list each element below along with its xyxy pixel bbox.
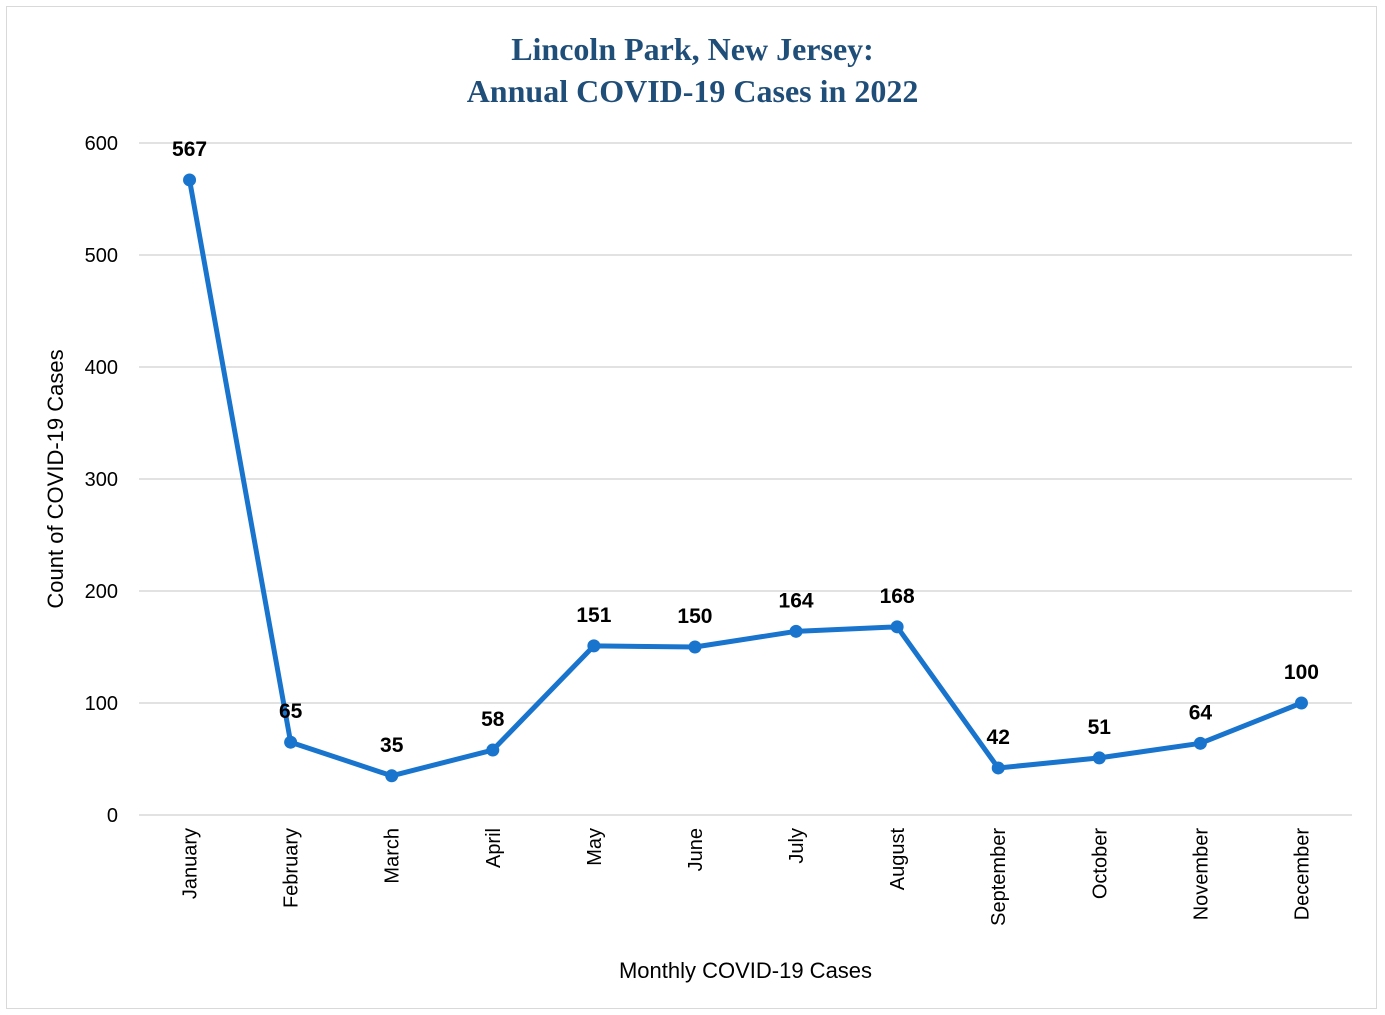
data-point [284,735,298,749]
x-tick-label: August [887,828,909,891]
x-tick-label: December [1291,828,1313,921]
series-line [187,179,1303,779]
x-tick-labels: January February March April May June July Augu… [180,828,1314,926]
data-point [1294,696,1308,710]
data-label: 168 [880,585,915,608]
y-tick-label: 300 [85,469,118,491]
x-tick-label: March [382,828,404,884]
chart-title-line-1: Lincoln Park, New Jersey: [511,31,874,67]
data-label: 51 [1088,716,1112,739]
x-tick-label: November [1190,828,1212,921]
data-label: 64 [1189,701,1213,724]
data-point [183,173,197,187]
data-point [688,640,702,654]
data-point [1092,751,1106,765]
x-tick-label: May [584,828,606,866]
x-tick-label: April [483,828,505,868]
data-label: 42 [987,726,1010,749]
data-label: 35 [380,734,404,757]
data-label: 164 [779,589,814,612]
data-label: 151 [576,604,611,627]
data-label: 58 [481,708,505,731]
gridlines [139,142,1352,816]
data-label: 150 [677,605,712,628]
y-tick-label: 200 [85,581,118,603]
x-tick-label: July [786,828,808,864]
y-axis-title: Count of COVID-19 Cases [43,349,68,608]
y-tick-label: 600 [85,133,118,155]
y-tick-label: 100 [85,693,118,715]
data-label: 100 [1284,661,1319,684]
chart-frame [6,6,1377,1009]
data-labels: 567 65 35 58 151 150 164 168 42 51 64 100 [172,138,1319,757]
data-point [991,761,1005,775]
x-tick-label: October [1089,828,1111,899]
x-tick-label: June [685,828,707,871]
data-points [183,173,1308,783]
x-tick-label: January [180,828,202,899]
x-tick-label: September [988,828,1010,926]
data-point [486,743,500,757]
data-label: 65 [279,700,303,723]
data-point [890,620,904,634]
data-label: 567 [172,138,207,161]
y-tick-label: 500 [85,245,118,267]
x-tick-label: February [281,828,303,908]
y-tick-label: 0 [107,805,118,827]
data-point [1193,736,1207,750]
y-tick-labels: 0 100 200 300 400 500 600 [85,133,118,827]
chart-title-line-2: Annual COVID-19 Cases in 2022 [466,73,919,109]
data-point [587,639,601,653]
data-point [789,624,803,638]
data-point [385,769,399,783]
x-axis-title: Monthly COVID-19 Cases [619,958,872,983]
y-tick-label: 400 [85,357,118,379]
